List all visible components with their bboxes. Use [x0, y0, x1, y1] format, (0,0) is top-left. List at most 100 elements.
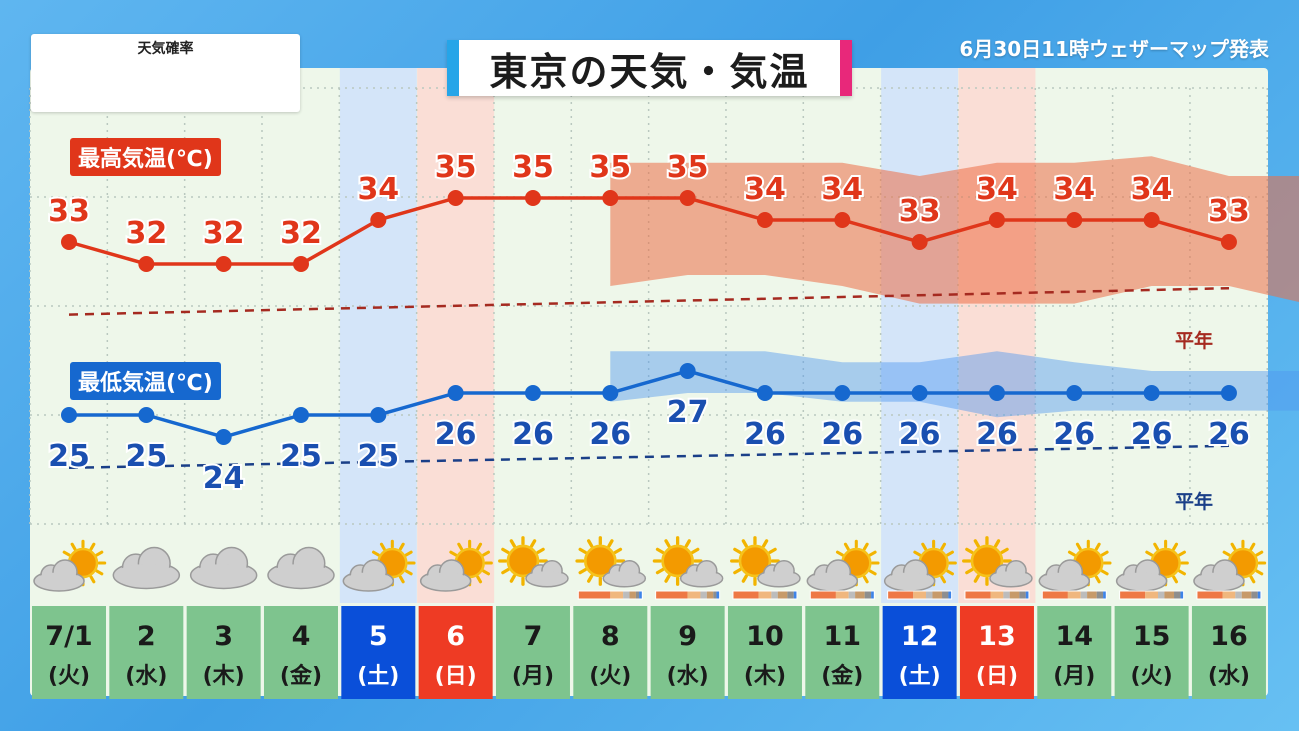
probability-segment	[913, 591, 927, 599]
probability-segment	[578, 591, 611, 599]
cloud-icon	[1038, 559, 1091, 592]
sun-ray	[690, 547, 700, 555]
cloud-fill	[114, 564, 179, 587]
probability-bar	[1196, 590, 1262, 600]
date-cell	[573, 606, 648, 699]
probability-segment	[687, 591, 701, 599]
min-temp-point	[215, 429, 232, 445]
probability-segment	[1235, 591, 1242, 599]
grid	[29, 87, 1269, 525]
max-temp-point	[1143, 212, 1160, 228]
date-cell	[805, 606, 880, 699]
max-temp-point	[834, 212, 851, 228]
sun-ray	[843, 542, 850, 551]
probability-segment	[713, 591, 717, 599]
sun-ray	[578, 567, 588, 575]
sun-ray	[529, 539, 537, 548]
cloud-icon	[419, 559, 472, 592]
max-temp-value: 34	[1131, 172, 1173, 207]
max-temp-point	[447, 190, 464, 206]
weekday-label: (日)	[435, 664, 477, 689]
probability-bar	[732, 590, 798, 600]
sun-ray	[613, 547, 623, 555]
weather-icon-cloud-sun	[883, 539, 957, 592]
weekday-label: (日)	[976, 664, 1018, 689]
sun-ray	[993, 539, 1001, 548]
date-cell	[1191, 606, 1266, 699]
min-temp-value: 27	[667, 395, 709, 430]
max-temp-range-band	[610, 156, 1299, 304]
min-temp-point	[911, 385, 928, 401]
probability-segment	[1019, 591, 1026, 599]
sun-ray	[973, 539, 980, 548]
normal-max-label: 平年	[1175, 330, 1214, 352]
weather-icon-cloud-sun	[1115, 539, 1189, 592]
cloud-fill	[344, 572, 393, 590]
sun-disc	[970, 544, 1004, 578]
min-temp-value: 26	[1053, 417, 1095, 452]
probability-segment	[1174, 591, 1181, 599]
probability-bar	[809, 590, 875, 600]
sun-ray	[1249, 575, 1256, 584]
cloud-fill	[885, 572, 934, 590]
date-label: 12	[901, 621, 939, 652]
weekday-label: (土)	[357, 664, 399, 689]
sun-ray	[89, 542, 96, 551]
date-label: 4	[292, 621, 311, 652]
max-temp-point	[61, 234, 77, 250]
min-temp-point	[834, 385, 851, 401]
sun-ray	[449, 550, 458, 557]
probability-bar	[1041, 590, 1107, 600]
probability-bar-frame	[809, 590, 875, 600]
min-temp-point	[679, 363, 696, 379]
probability-segment	[1103, 591, 1107, 599]
max-temp-point	[911, 234, 928, 250]
min-temp-value: 25	[125, 439, 167, 474]
sun-icon	[730, 536, 780, 586]
max-temp-value: 35	[667, 150, 709, 185]
max-temp-value: 32	[125, 216, 167, 251]
weekday-label: (水)	[667, 664, 709, 689]
issued-time: 6月30日11時ウェザーマップ発表	[959, 37, 1269, 61]
cloud-fill	[269, 564, 333, 587]
probability-segment	[848, 591, 856, 599]
date-cell	[650, 606, 725, 699]
probability-segment	[1009, 591, 1020, 599]
weather-icon-cloud	[267, 546, 335, 590]
sun-ray	[868, 569, 877, 576]
date-label: 16	[1210, 621, 1248, 652]
min-temp-point	[370, 407, 387, 423]
max-temp-value: 35	[589, 150, 631, 185]
date-cell	[882, 606, 957, 699]
min-temp-value: 26	[1208, 417, 1250, 452]
sun-ray	[1230, 542, 1237, 551]
max-temp-point	[988, 212, 1005, 228]
sun-ray	[62, 550, 71, 557]
cloud-fill	[604, 571, 645, 586]
sun-ray	[1094, 542, 1101, 551]
date-cell	[727, 606, 802, 699]
weather-icon-sun-cloud	[652, 536, 724, 588]
min-temp-value: 26	[899, 417, 941, 452]
max-temp-point	[679, 190, 696, 206]
sun-ray	[578, 547, 588, 555]
cloud-icon	[883, 559, 936, 592]
probability-segment	[1180, 591, 1184, 599]
date-cell	[263, 606, 338, 699]
cloud-fill	[1194, 572, 1243, 590]
max-temp-point	[138, 256, 155, 272]
sun-ray	[1145, 550, 1154, 557]
probability-segment	[706, 591, 714, 599]
sun-ray	[1172, 575, 1179, 584]
sun-ray	[1100, 550, 1109, 557]
probability-bar	[887, 590, 953, 600]
probability-segment	[1025, 591, 1029, 599]
probability-segment	[964, 591, 991, 599]
probability-segment	[777, 591, 788, 599]
weekday-label: (火)	[1131, 664, 1173, 689]
probability-segment	[948, 591, 952, 599]
sun-ray	[95, 550, 104, 557]
date-cell	[32, 606, 106, 699]
max-temp-value: 34	[744, 172, 786, 207]
probability-segment	[623, 591, 630, 599]
